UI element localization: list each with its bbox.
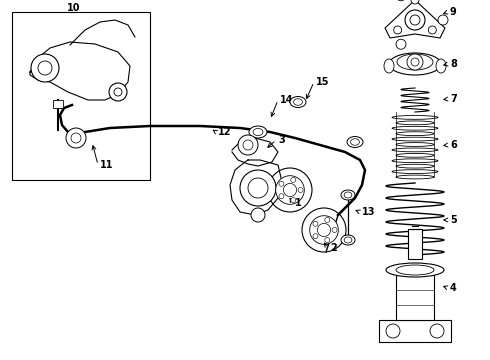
- Ellipse shape: [396, 175, 434, 179]
- Circle shape: [332, 228, 337, 233]
- Circle shape: [238, 135, 258, 155]
- Ellipse shape: [396, 164, 434, 168]
- Ellipse shape: [392, 159, 438, 163]
- Text: 11: 11: [100, 160, 114, 170]
- Circle shape: [279, 194, 284, 199]
- Ellipse shape: [397, 54, 433, 70]
- Ellipse shape: [396, 121, 434, 125]
- Circle shape: [283, 183, 296, 197]
- Circle shape: [430, 324, 444, 338]
- Bar: [53, 100, 63, 108]
- Text: 15: 15: [316, 77, 329, 87]
- Ellipse shape: [396, 153, 434, 157]
- Circle shape: [240, 170, 276, 206]
- Circle shape: [313, 234, 318, 239]
- Circle shape: [279, 181, 284, 186]
- Circle shape: [276, 176, 304, 204]
- Ellipse shape: [344, 192, 352, 198]
- Ellipse shape: [290, 96, 306, 108]
- Ellipse shape: [396, 265, 434, 275]
- Text: 5: 5: [450, 215, 457, 225]
- Circle shape: [438, 15, 448, 25]
- Text: 12: 12: [218, 127, 231, 137]
- Polygon shape: [30, 42, 130, 100]
- Circle shape: [407, 54, 423, 70]
- Ellipse shape: [396, 143, 434, 147]
- Circle shape: [71, 133, 81, 143]
- Circle shape: [411, 58, 419, 66]
- Polygon shape: [70, 20, 135, 45]
- Circle shape: [268, 168, 312, 212]
- Bar: [396, 265, 434, 320]
- Ellipse shape: [392, 148, 438, 152]
- Circle shape: [298, 188, 303, 193]
- Circle shape: [310, 216, 338, 244]
- Polygon shape: [385, 0, 445, 38]
- Circle shape: [248, 178, 268, 198]
- Text: 1: 1: [295, 198, 302, 208]
- Bar: [408, 229, 422, 259]
- Circle shape: [405, 10, 425, 30]
- Ellipse shape: [344, 237, 352, 243]
- Ellipse shape: [384, 59, 394, 73]
- Circle shape: [31, 54, 59, 82]
- Text: 8: 8: [450, 59, 457, 69]
- Circle shape: [396, 0, 406, 1]
- Ellipse shape: [392, 137, 438, 141]
- Circle shape: [313, 221, 318, 226]
- Text: 2: 2: [330, 243, 337, 253]
- Circle shape: [114, 88, 122, 96]
- Ellipse shape: [351, 139, 359, 145]
- Text: 7: 7: [450, 94, 457, 104]
- Text: 9: 9: [450, 7, 457, 17]
- Circle shape: [318, 224, 331, 237]
- Ellipse shape: [341, 190, 355, 200]
- Circle shape: [243, 140, 253, 150]
- Ellipse shape: [389, 53, 441, 75]
- Text: 3: 3: [278, 135, 285, 145]
- Ellipse shape: [392, 170, 438, 174]
- Ellipse shape: [392, 126, 438, 130]
- Text: 10: 10: [67, 3, 80, 13]
- Circle shape: [302, 208, 346, 252]
- Ellipse shape: [436, 59, 446, 73]
- Text: 14: 14: [280, 95, 294, 105]
- Circle shape: [396, 39, 406, 49]
- Ellipse shape: [341, 235, 355, 245]
- Bar: [379, 320, 451, 342]
- Text: 4: 4: [450, 283, 457, 293]
- Circle shape: [251, 208, 265, 222]
- Circle shape: [325, 238, 330, 243]
- Polygon shape: [230, 160, 282, 215]
- Circle shape: [393, 26, 402, 34]
- Text: 6: 6: [450, 140, 457, 150]
- Circle shape: [386, 324, 400, 338]
- Ellipse shape: [347, 136, 363, 148]
- Circle shape: [410, 15, 420, 25]
- Ellipse shape: [396, 132, 434, 136]
- Circle shape: [325, 217, 330, 222]
- Bar: [12, 12, 150, 180]
- Polygon shape: [232, 138, 278, 166]
- Text: 13: 13: [362, 207, 375, 217]
- Circle shape: [38, 61, 52, 75]
- Ellipse shape: [249, 126, 267, 138]
- Circle shape: [428, 26, 436, 34]
- Circle shape: [66, 128, 86, 148]
- Circle shape: [411, 0, 419, 4]
- Circle shape: [291, 198, 296, 203]
- Ellipse shape: [392, 116, 438, 119]
- Ellipse shape: [294, 99, 302, 105]
- Ellipse shape: [386, 263, 444, 277]
- Circle shape: [109, 83, 127, 101]
- Circle shape: [291, 177, 296, 183]
- Ellipse shape: [253, 129, 263, 136]
